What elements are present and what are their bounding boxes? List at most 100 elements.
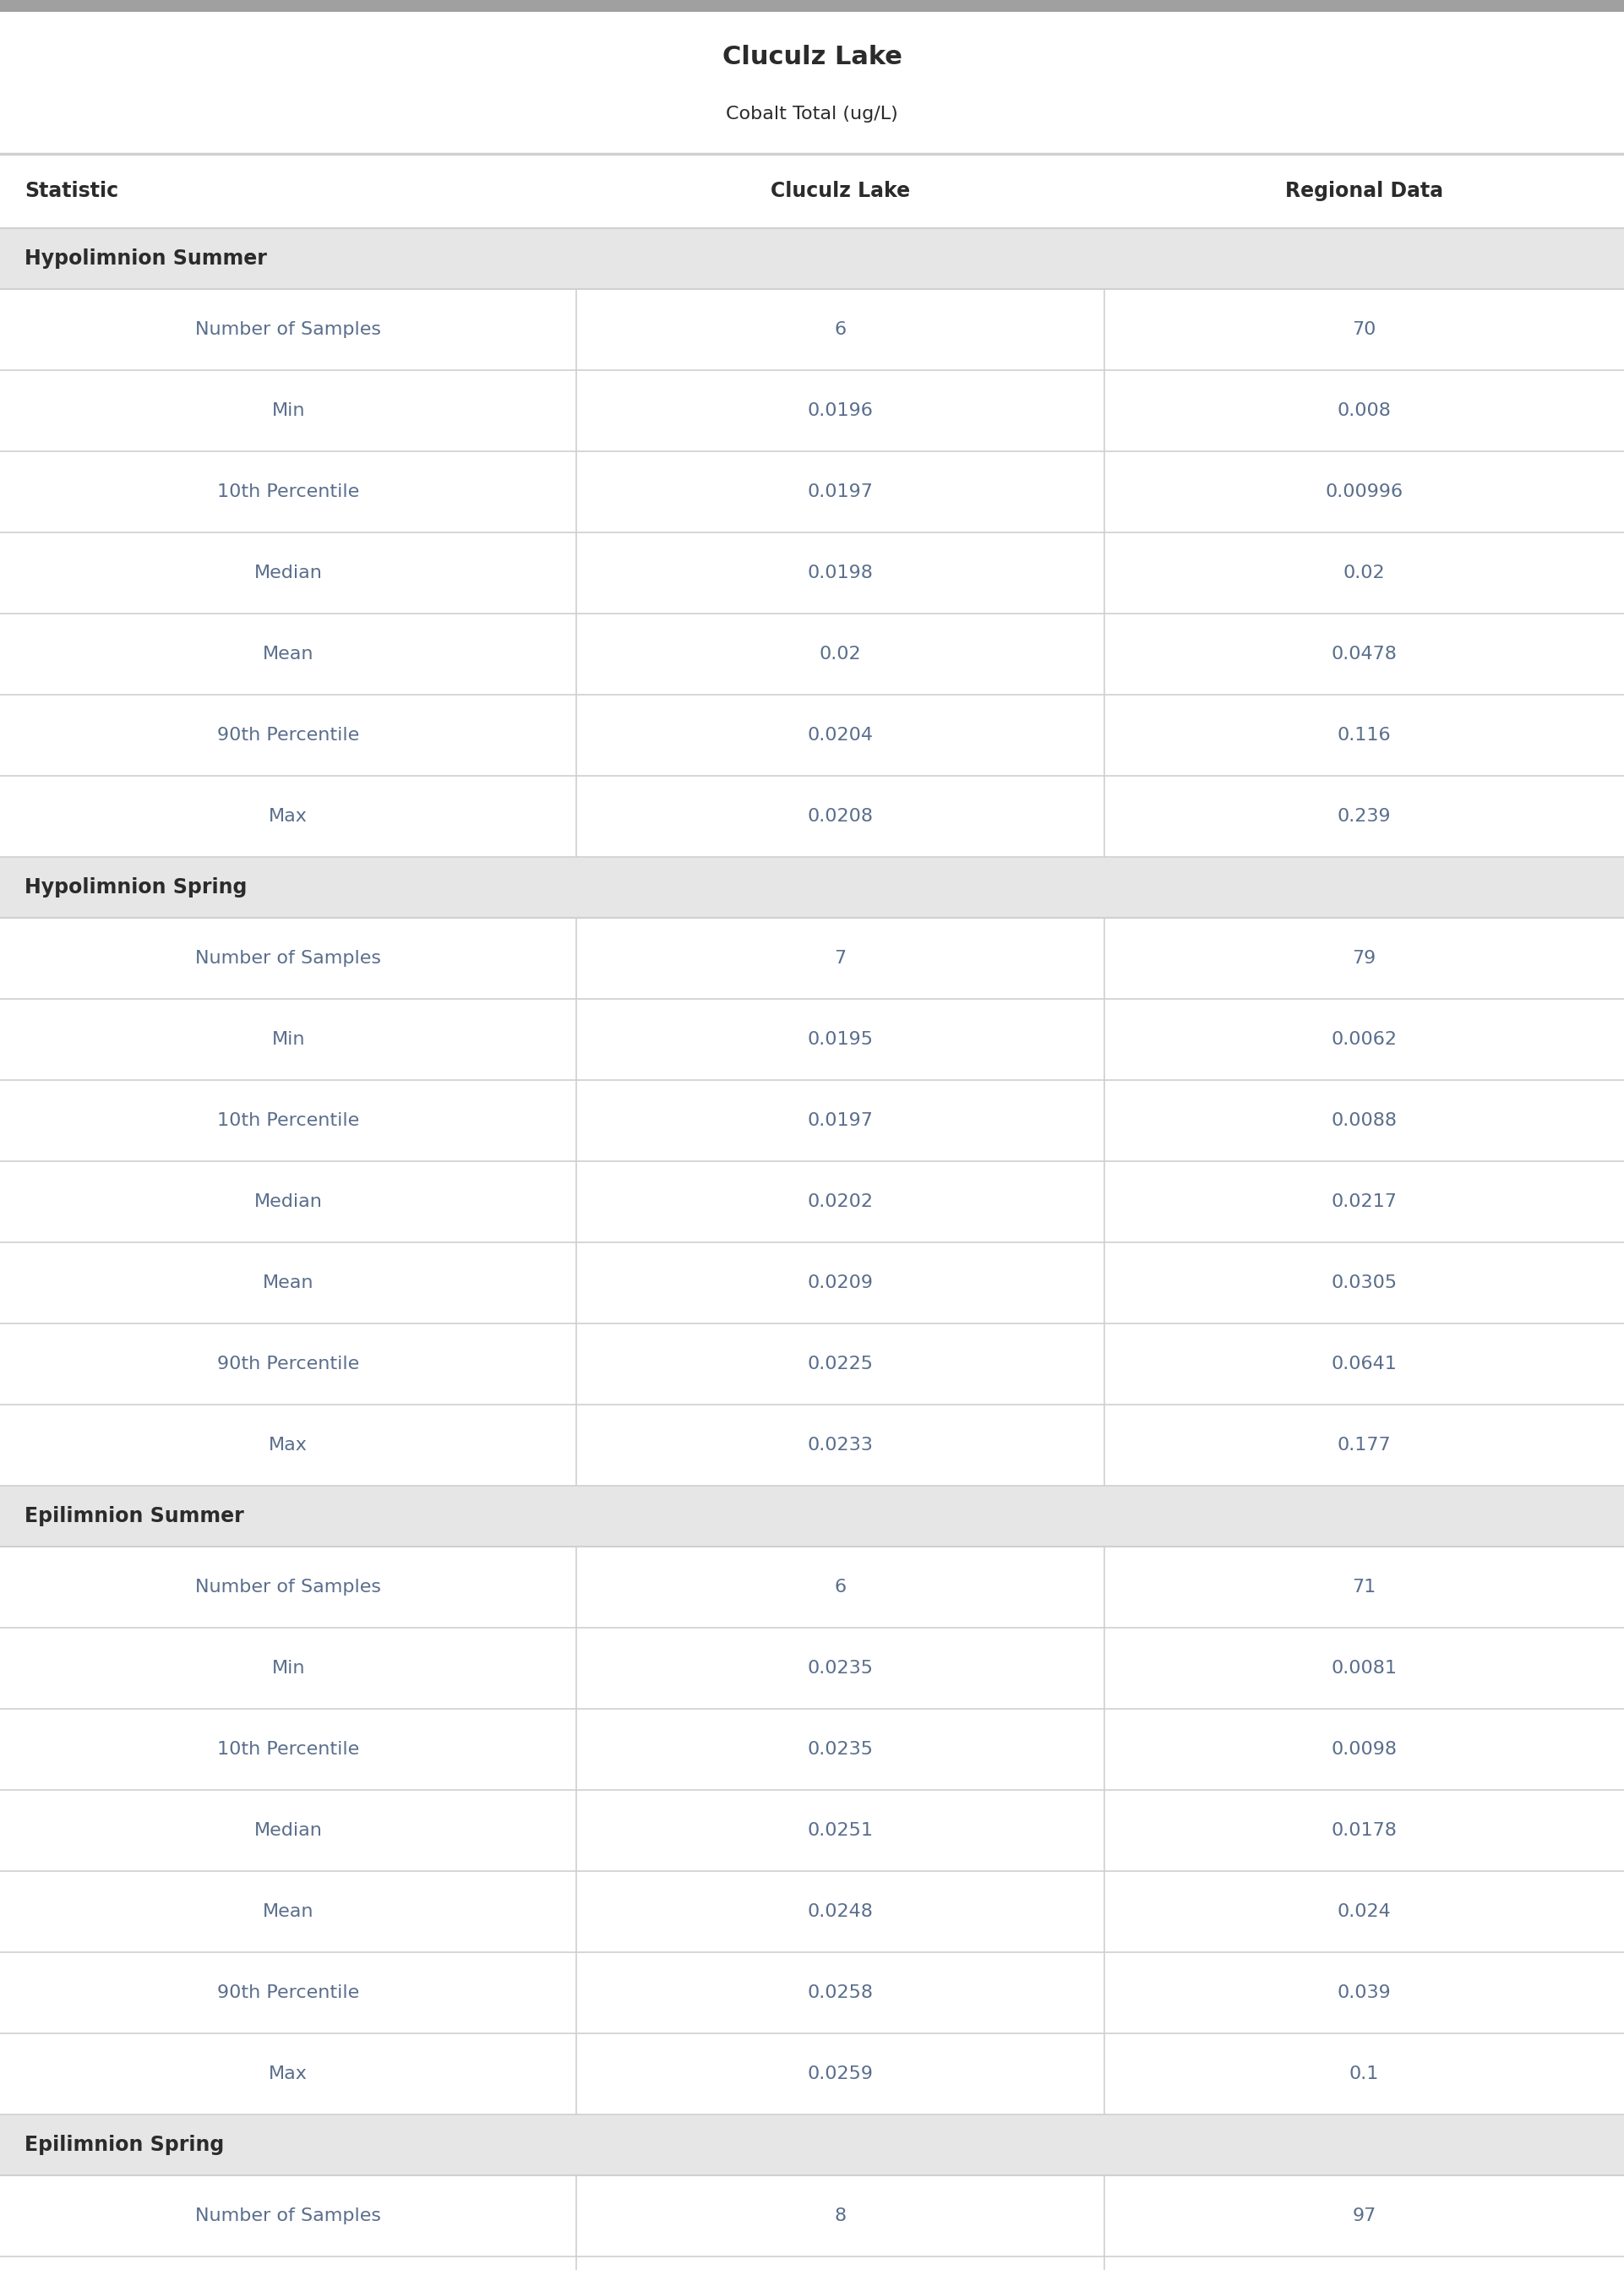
Text: Median: Median <box>253 1194 323 1210</box>
Bar <box>0 1791 1624 1870</box>
Text: Number of Samples: Number of Samples <box>195 2206 382 2225</box>
Bar <box>0 1081 1624 1162</box>
Text: Min: Min <box>271 1031 305 1049</box>
Text: Number of Samples: Number of Samples <box>195 1578 382 1596</box>
Text: 0.0217: 0.0217 <box>1332 1194 1397 1210</box>
Text: 0.116: 0.116 <box>1337 726 1392 745</box>
Text: Max: Max <box>270 1437 307 1453</box>
Text: 7: 7 <box>835 949 846 967</box>
Bar <box>0 1487 1624 1546</box>
Bar <box>0 1709 1624 1791</box>
Text: 90th Percentile: 90th Percentile <box>218 1984 359 2002</box>
Text: Min: Min <box>271 1659 305 1678</box>
Text: 0.0178: 0.0178 <box>1332 1823 1397 1839</box>
Text: Cluculz Lake: Cluculz Lake <box>723 45 901 70</box>
Text: 0.0258: 0.0258 <box>807 1984 874 2002</box>
Text: 0.0259: 0.0259 <box>807 2066 874 2082</box>
Bar <box>0 533 1624 613</box>
Text: Max: Max <box>270 2066 307 2082</box>
Bar <box>0 1323 1624 1405</box>
Bar <box>0 1242 1624 1323</box>
Text: Min: Min <box>271 402 305 420</box>
Text: Median: Median <box>253 1823 323 1839</box>
Bar <box>0 1162 1624 1242</box>
Text: 0.0197: 0.0197 <box>807 1112 874 1128</box>
Text: 10th Percentile: 10th Percentile <box>218 1112 359 1128</box>
Text: 0.00996: 0.00996 <box>1325 484 1403 499</box>
Text: 0.0641: 0.0641 <box>1332 1355 1397 1373</box>
Text: 10th Percentile: 10th Percentile <box>218 1741 359 1757</box>
Text: 0.0208: 0.0208 <box>807 808 874 824</box>
Bar <box>0 2113 1624 2175</box>
Text: Mean: Mean <box>263 645 313 663</box>
Text: 0.239: 0.239 <box>1337 808 1392 824</box>
Text: 0.0251: 0.0251 <box>807 1823 874 1839</box>
Text: 0.02: 0.02 <box>1343 565 1385 581</box>
Bar <box>0 2256 1624 2270</box>
Text: Hypolimnion Summer: Hypolimnion Summer <box>24 247 266 268</box>
Text: 0.0235: 0.0235 <box>807 1659 874 1678</box>
Bar <box>0 917 1624 999</box>
Text: 0.0062: 0.0062 <box>1332 1031 1397 1049</box>
Bar <box>0 452 1624 533</box>
Text: Epilimnion Spring: Epilimnion Spring <box>24 2134 224 2154</box>
Bar <box>0 1628 1624 1709</box>
Text: 0.0197: 0.0197 <box>807 484 874 499</box>
Bar <box>0 288 1624 370</box>
Text: 0.0198: 0.0198 <box>807 565 874 581</box>
Text: 0.02: 0.02 <box>820 645 861 663</box>
Text: Number of Samples: Number of Samples <box>195 949 382 967</box>
Text: Regional Data: Regional Data <box>1285 182 1444 202</box>
Bar <box>0 229 1624 288</box>
Bar <box>0 2034 1624 2113</box>
Text: 0.0233: 0.0233 <box>807 1437 874 1453</box>
Text: 0.0196: 0.0196 <box>807 402 874 420</box>
Bar <box>0 0 1624 11</box>
Text: Mean: Mean <box>263 1902 313 1920</box>
Text: 0.0098: 0.0098 <box>1332 1741 1397 1757</box>
Text: Median: Median <box>253 565 323 581</box>
Bar <box>0 370 1624 452</box>
Bar <box>0 154 1624 229</box>
Text: 0.0195: 0.0195 <box>807 1031 874 1049</box>
Text: 0.1: 0.1 <box>1350 2066 1379 2082</box>
Text: 97: 97 <box>1353 2206 1376 2225</box>
Bar <box>0 999 1624 1081</box>
Text: Max: Max <box>270 808 307 824</box>
Text: 0.0081: 0.0081 <box>1332 1659 1397 1678</box>
Text: 6: 6 <box>835 1578 846 1596</box>
Bar <box>0 1546 1624 1628</box>
Text: 70: 70 <box>1353 320 1376 338</box>
Text: Number of Samples: Number of Samples <box>195 320 382 338</box>
Text: Cluculz Lake: Cluculz Lake <box>771 182 909 202</box>
Bar <box>0 2175 1624 2256</box>
Text: 0.0088: 0.0088 <box>1332 1112 1397 1128</box>
Text: 0.008: 0.008 <box>1337 402 1392 420</box>
Text: 0.0202: 0.0202 <box>807 1194 874 1210</box>
Text: 0.0225: 0.0225 <box>807 1355 874 1373</box>
Text: Statistic: Statistic <box>24 182 119 202</box>
Bar <box>0 776 1624 858</box>
Text: 90th Percentile: 90th Percentile <box>218 1355 359 1373</box>
Text: Cobalt Total (ug/L): Cobalt Total (ug/L) <box>726 107 898 123</box>
Text: 90th Percentile: 90th Percentile <box>218 726 359 745</box>
Text: Epilimnion Summer: Epilimnion Summer <box>24 1505 244 1525</box>
Text: 79: 79 <box>1353 949 1376 967</box>
Text: 0.177: 0.177 <box>1337 1437 1392 1453</box>
Text: 0.0478: 0.0478 <box>1332 645 1397 663</box>
Text: 0.0305: 0.0305 <box>1332 1273 1397 1292</box>
Text: 8: 8 <box>835 2206 846 2225</box>
Bar <box>0 613 1624 695</box>
Bar <box>0 1870 1624 1952</box>
Text: 0.039: 0.039 <box>1337 1984 1392 2002</box>
Text: Mean: Mean <box>263 1273 313 1292</box>
Bar <box>0 11 1624 154</box>
Bar <box>0 858 1624 917</box>
Bar <box>0 695 1624 776</box>
Text: 0.0204: 0.0204 <box>807 726 874 745</box>
Text: 10th Percentile: 10th Percentile <box>218 484 359 499</box>
Text: Hypolimnion Spring: Hypolimnion Spring <box>24 876 247 897</box>
Text: 0.0235: 0.0235 <box>807 1741 874 1757</box>
Text: 71: 71 <box>1353 1578 1376 1596</box>
Text: 0.0248: 0.0248 <box>807 1902 874 1920</box>
